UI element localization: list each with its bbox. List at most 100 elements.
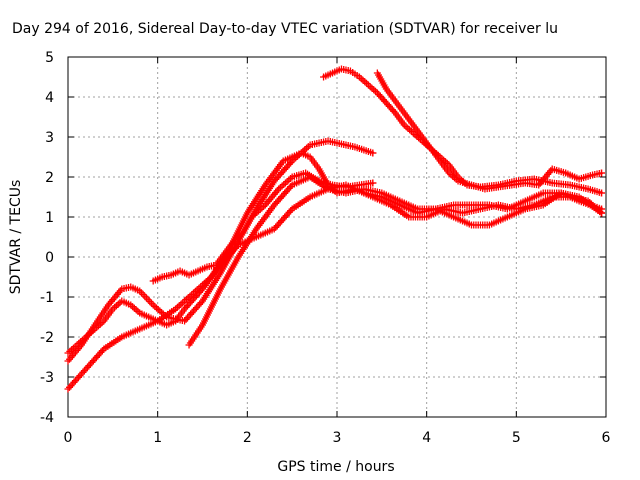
data-point (67, 382, 75, 390)
data-point (282, 212, 290, 220)
data-point (144, 296, 152, 304)
data-point (272, 175, 280, 183)
data-point (194, 290, 202, 298)
data-point (65, 383, 73, 391)
data-point (276, 218, 284, 226)
data-point (281, 179, 289, 187)
data-point (285, 208, 293, 216)
data-point (184, 314, 192, 322)
data-point (258, 204, 266, 212)
data-point (404, 124, 412, 132)
y-tick-label: -1 (40, 290, 54, 306)
data-point (270, 225, 278, 233)
data-point (285, 160, 293, 168)
series-s1 (64, 137, 377, 365)
data-point (77, 370, 85, 378)
data-point (375, 91, 383, 99)
data-point (191, 293, 199, 301)
data-point (284, 186, 292, 194)
data-point (279, 167, 287, 175)
data-point (139, 291, 147, 298)
data-point (279, 215, 287, 223)
data-point (273, 174, 281, 182)
data-point (248, 213, 256, 221)
data-point (181, 317, 189, 325)
data-point (275, 220, 283, 228)
data-point (272, 199, 280, 207)
data-point (598, 205, 606, 213)
data-point (64, 385, 72, 393)
series-s3 (64, 181, 606, 357)
data-point (287, 183, 295, 191)
series-s5 (149, 169, 377, 285)
data-point (270, 177, 278, 185)
axis-ticks (67, 56, 607, 418)
data-point (148, 299, 156, 307)
data-point (382, 99, 390, 107)
data-point (275, 172, 283, 180)
data-point (82, 365, 90, 373)
data-point (130, 304, 138, 312)
data-point (286, 175, 294, 182)
data-point (368, 84, 376, 92)
data-point (273, 222, 281, 230)
data-point (88, 358, 96, 366)
data-point (151, 303, 159, 310)
data-point (260, 203, 268, 210)
data-point (142, 294, 150, 302)
data-point (285, 176, 293, 184)
data-point (385, 102, 393, 110)
data-point (227, 249, 235, 257)
x-tick-label: 0 (64, 430, 73, 446)
y-tick-label: -4 (40, 410, 54, 426)
x-tick-label: 1 (153, 430, 162, 446)
data-point (390, 107, 398, 115)
data-point (95, 350, 103, 358)
data-point (191, 305, 199, 313)
data-point (182, 315, 190, 323)
data-point (369, 179, 377, 187)
data-point (194, 302, 202, 310)
data-point (379, 96, 387, 104)
data-point (89, 357, 97, 365)
data-point (80, 367, 88, 375)
data-point (188, 309, 196, 317)
data-point (251, 210, 259, 218)
data-point (196, 300, 204, 308)
chart-title: Day 294 of 2016, Sidereal Day-to-day VTE… (12, 21, 558, 37)
data-point (76, 372, 84, 380)
data-point (184, 302, 192, 310)
data-point (97, 348, 105, 356)
data-point (70, 378, 78, 386)
data-point (71, 377, 79, 385)
data-point (233, 243, 241, 251)
data-point (387, 104, 395, 112)
data-point (79, 368, 87, 376)
data-point (94, 352, 102, 360)
data-point (276, 184, 284, 191)
data-point (249, 212, 257, 219)
data-point (156, 307, 164, 315)
x-tick-labels: 0 1 2 3 4 5 6 (64, 430, 611, 446)
data-point (111, 303, 119, 311)
data-point (177, 300, 185, 308)
data-point (369, 149, 377, 157)
data-point (92, 353, 100, 361)
data-point (185, 312, 193, 320)
data-point (281, 165, 289, 173)
x-tick-label: 2 (243, 430, 252, 446)
data-point (279, 191, 287, 199)
data-point (281, 213, 289, 221)
data-point (225, 251, 233, 259)
data-point (187, 298, 195, 306)
data-point (384, 101, 392, 109)
series-s7 (373, 69, 606, 193)
data-point (378, 94, 386, 102)
data-point (141, 292, 149, 300)
data-point (222, 254, 230, 262)
data-point (132, 306, 140, 314)
data-point (272, 223, 280, 231)
data-point (197, 287, 205, 295)
data-point (98, 319, 106, 327)
data-point (83, 363, 91, 371)
